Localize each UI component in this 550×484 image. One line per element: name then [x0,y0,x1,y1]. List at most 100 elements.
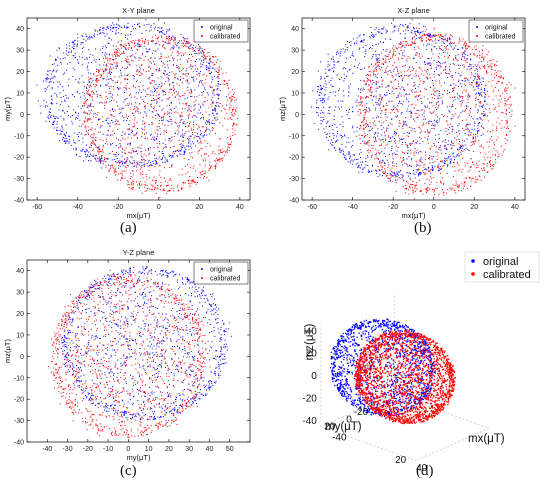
data-point-calibrated [465,77,467,79]
data-point-calibrated [105,56,107,58]
data-point-original [418,174,420,176]
data-point-calibrated [368,111,370,113]
data-point-calibrated [192,180,194,182]
data-point-original [68,78,70,80]
data-point-calibrated [90,146,92,148]
data-point-calibrated [84,126,86,128]
data-point-calibrated [122,137,124,139]
data-point-original [60,97,62,98]
data-point-original [99,64,101,66]
data-point-calibrated [195,100,197,102]
data-point-original [73,43,75,45]
data-point-calibrated [233,112,235,114]
data-point-calibrated [226,149,228,151]
data-point-calibrated [385,127,387,129]
data-point-calibrated [384,109,386,111]
data-point-calibrated [151,72,153,74]
data-point-calibrated [132,187,134,189]
data-point-original [437,90,439,92]
data-point-calibrated [447,189,449,190]
data-point-calibrated [478,160,480,162]
data-point-calibrated [174,88,176,90]
data-point-original [340,51,342,52]
data-point-calibrated [144,55,146,57]
data-point-calibrated [496,75,497,77]
data-point-original [375,154,377,156]
data-point-original [477,132,478,134]
data-point-calibrated [469,176,471,178]
data-point-calibrated [134,46,136,48]
data-point-original [358,166,360,168]
data-point-calibrated [426,131,428,133]
data-point-original [428,33,430,35]
data-point-original [141,136,143,138]
data-point-original [154,158,156,160]
data-point-original [414,148,416,149]
data-point-original [46,79,48,81]
data-point-original [92,155,94,157]
data-point-calibrated [501,76,503,78]
data-point-calibrated [469,178,471,180]
data-point-calibrated [425,188,427,190]
data-point-original [166,160,168,162]
data-point-calibrated [132,40,134,41]
data-point-calibrated [168,184,170,186]
data-point-calibrated [412,91,414,93]
data-point-original [429,62,431,64]
data-point-original [463,56,465,58]
data-point-calibrated [229,135,231,137]
data-point-calibrated [500,101,502,103]
data-point-calibrated [148,70,150,72]
data-point-calibrated [112,164,114,166]
data-point-original [341,106,343,108]
data-point-original [161,27,162,29]
data-point-original [110,73,111,75]
data-point-original [129,142,131,144]
data-point-calibrated [139,81,141,83]
data-point-original [379,31,381,33]
data-point-original [147,149,149,151]
data-point-calibrated [197,48,199,49]
data-point-original [198,85,199,87]
data-point-calibrated [98,153,100,155]
data-point-original [424,168,426,170]
data-point-calibrated [416,188,418,190]
data-point-calibrated [234,129,236,131]
data-point-calibrated [458,146,460,148]
data-point-calibrated [386,174,387,176]
data-point-original [154,43,156,45]
data-point-original [424,62,426,64]
data-point-original [442,62,444,64]
data-point-calibrated [126,61,128,63]
data-point-calibrated [125,87,127,89]
data-point-original [438,57,440,59]
data-point-calibrated [380,165,382,167]
data-point-original [376,172,378,174]
data-point-calibrated [394,107,396,109]
data-point-calibrated [490,66,492,68]
data-point-original [432,80,433,81]
data-point-original [439,48,441,49]
data-point-calibrated [202,104,204,106]
data-point-calibrated [202,159,204,161]
data-point-calibrated [133,108,135,110]
data-point-calibrated [231,128,233,130]
data-point-original [322,120,324,122]
data-point-original [332,133,334,134]
data-point-original [361,164,363,166]
data-point-original [444,148,446,149]
data-point-calibrated [410,149,411,151]
data-point-original [451,75,453,77]
data-point-calibrated [374,133,376,135]
data-point-calibrated [127,82,129,84]
data-point-original [209,63,210,65]
data-point-calibrated [140,172,142,174]
data-point-original [476,68,478,70]
data-point-calibrated [187,179,189,181]
data-point-original [357,165,359,167]
data-point-calibrated [434,125,436,127]
data-point-original [81,150,83,152]
data-point-calibrated [382,167,384,169]
data-point-original [366,110,368,112]
data-point-calibrated [498,80,500,82]
